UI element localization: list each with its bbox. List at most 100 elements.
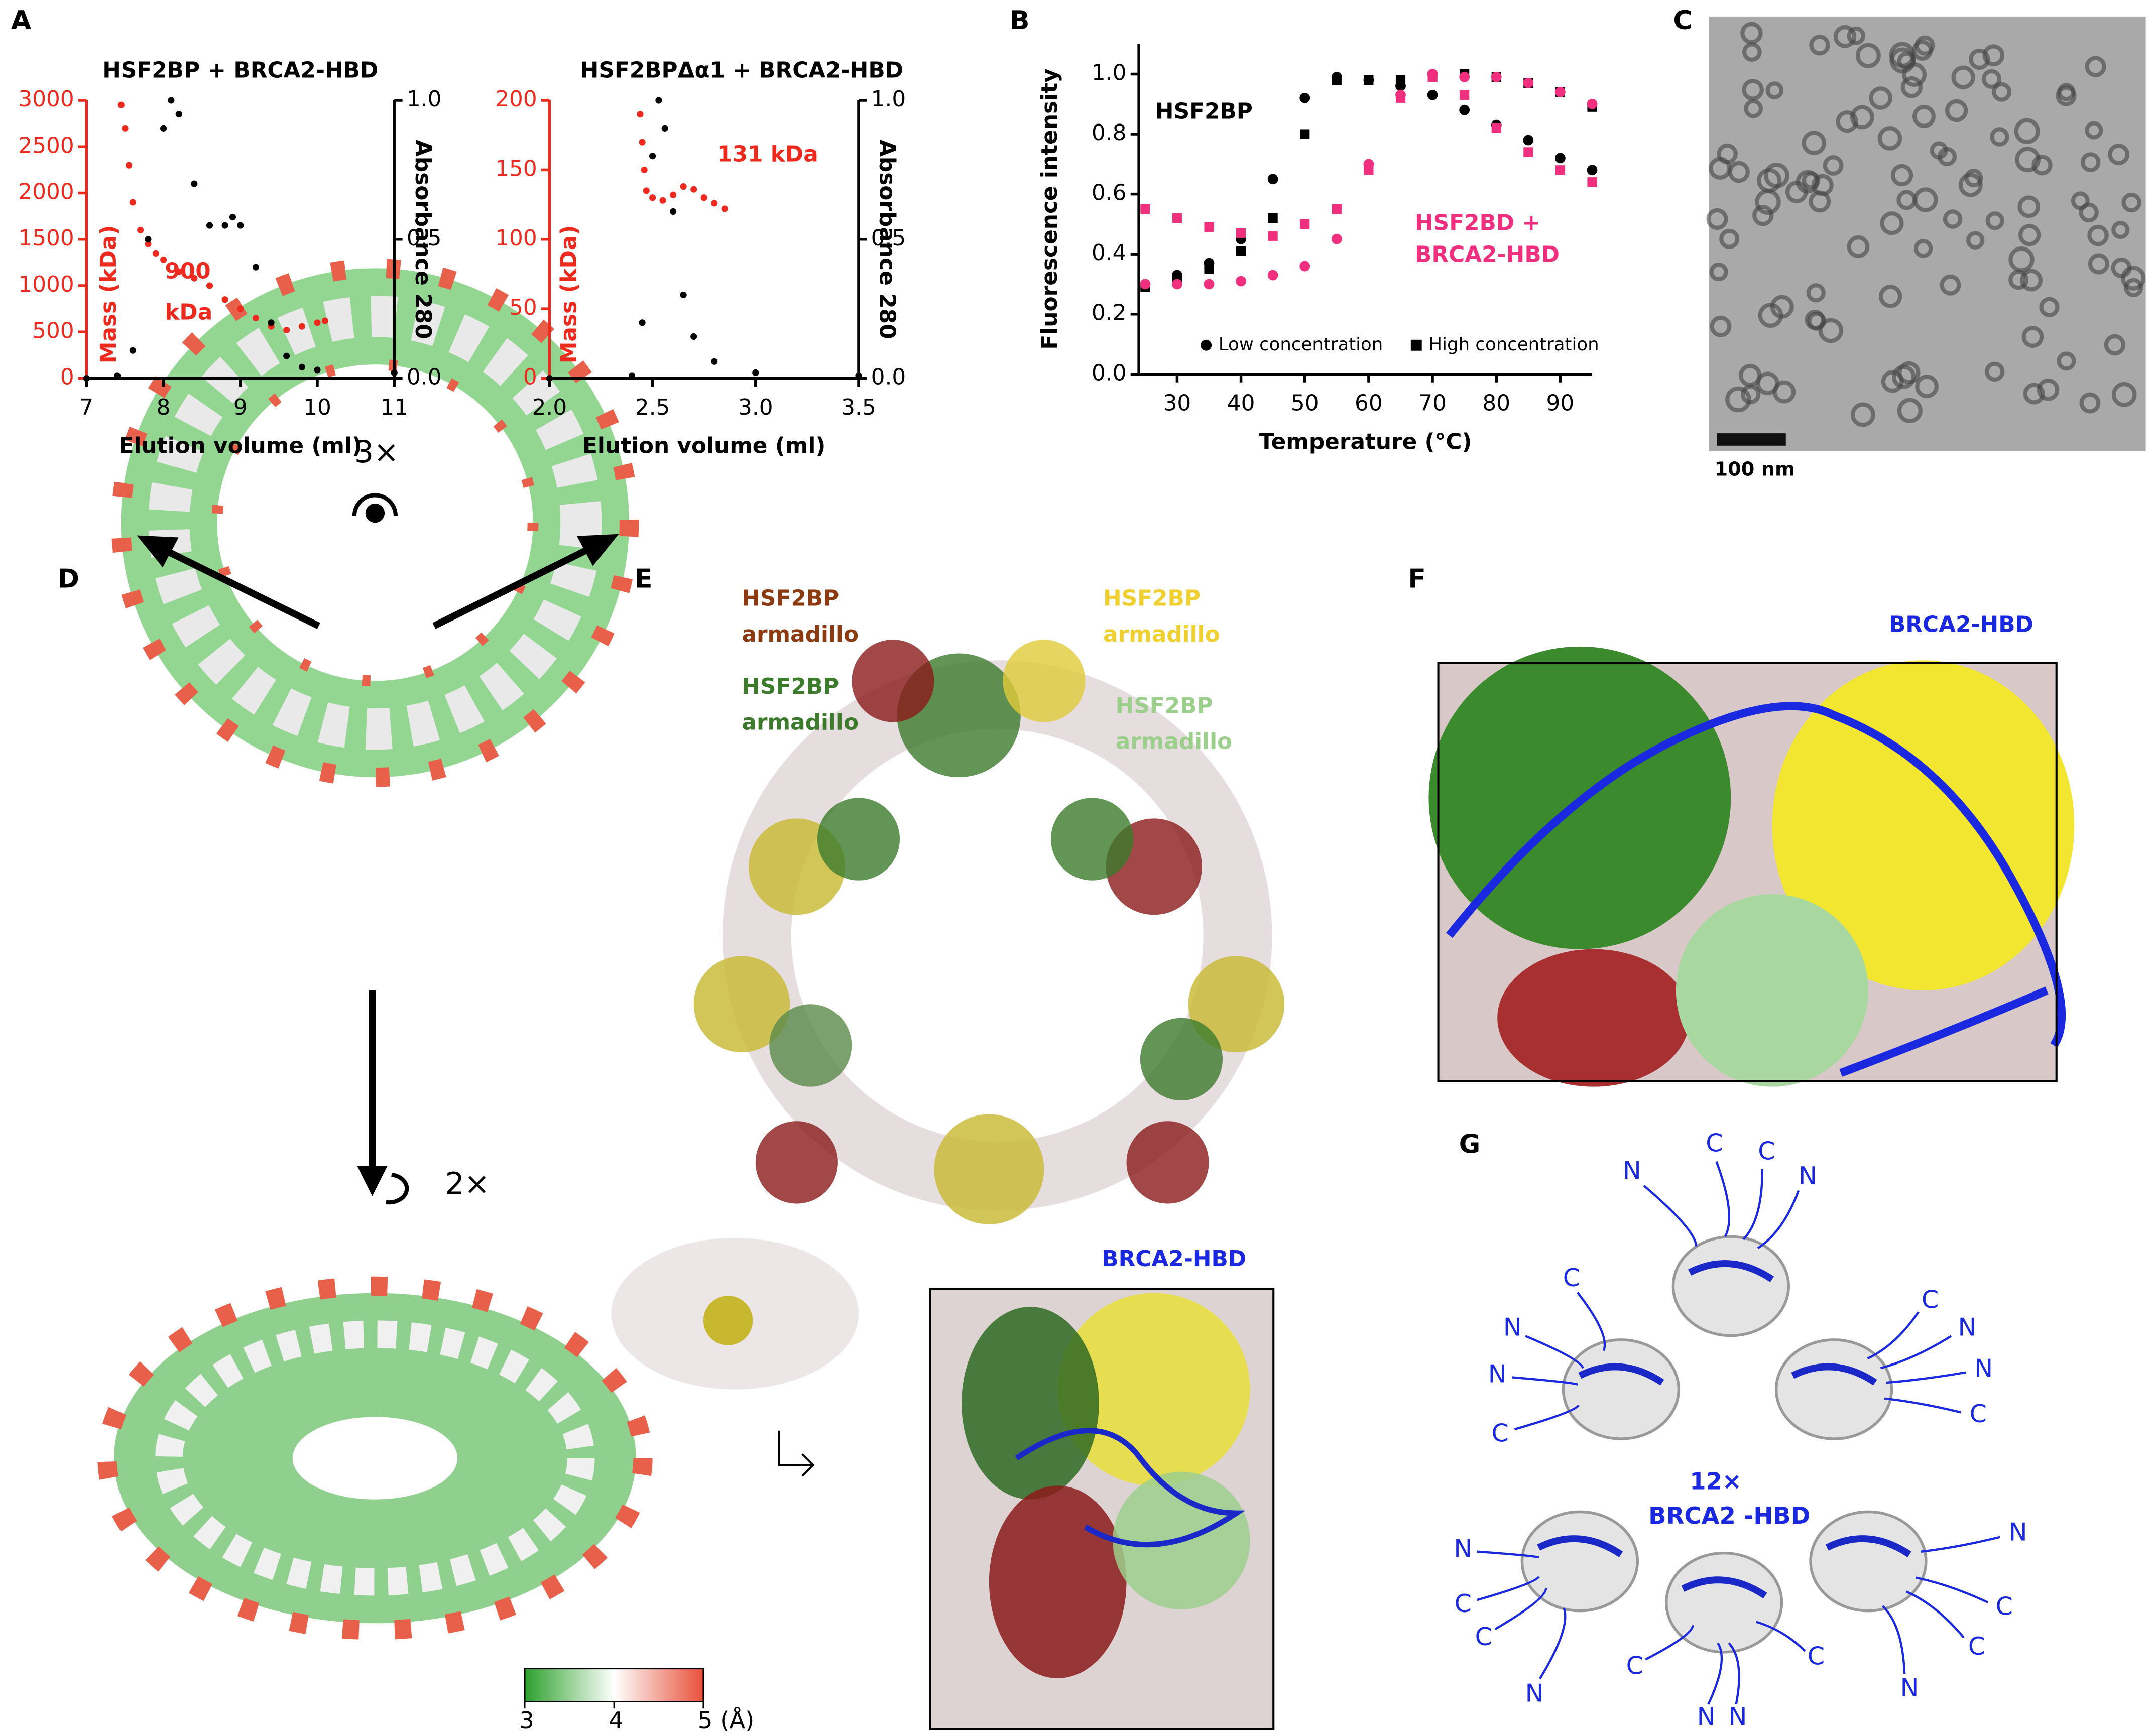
point	[122, 125, 129, 132]
point	[298, 363, 305, 370]
point	[546, 375, 553, 382]
y-axis-label: Mass (kDa)	[96, 225, 122, 363]
e-label: HSF2BP	[742, 586, 839, 611]
particle	[1805, 309, 1826, 330]
terminus-arrow	[1707, 1642, 1723, 1705]
annotation: HSF2BD +	[1415, 210, 1540, 236]
point	[670, 208, 677, 215]
point	[298, 323, 305, 330]
point	[252, 315, 260, 322]
terminus-arrow	[1477, 1550, 1539, 1559]
point	[1459, 72, 1470, 82]
terminus-label: C	[1996, 1592, 2013, 1621]
point	[1299, 261, 1310, 272]
particle	[1764, 163, 1789, 188]
point	[680, 291, 687, 299]
point	[1332, 204, 1342, 214]
terminus-label: C	[1970, 1399, 1987, 1428]
x-tick-label: 2.0	[532, 395, 567, 420]
e-label: HSF2BP	[1103, 586, 1201, 611]
particle	[1990, 127, 2009, 147]
hbd-chain	[1578, 1363, 1664, 1386]
point	[639, 139, 646, 146]
x-tick-label: 30	[1163, 391, 1191, 416]
terminus-label: C	[1455, 1589, 1472, 1618]
particle	[1891, 364, 1916, 389]
point	[1555, 165, 1565, 175]
terminus-label: N	[1958, 1312, 1976, 1341]
terminus-label: C	[1758, 1137, 1775, 1166]
point	[649, 153, 656, 160]
legend-marker	[1201, 339, 1212, 351]
point	[83, 375, 90, 382]
colorbar-tick-label: 5 (Å)	[698, 1707, 754, 1734]
terminus-label: N	[1799, 1161, 1817, 1190]
subunit	[1774, 1338, 1893, 1440]
terminus-arrow	[1886, 1371, 1966, 1384]
x-tick-label: 11	[380, 395, 408, 420]
terminus-label: C	[1491, 1418, 1508, 1447]
point	[1427, 89, 1438, 100]
particle	[1915, 375, 1939, 398]
subunit	[1664, 1551, 1783, 1654]
point	[117, 101, 125, 108]
point	[1204, 264, 1214, 274]
point	[1587, 98, 1598, 109]
particle	[1809, 35, 1830, 56]
point	[1364, 165, 1374, 175]
legend-marker	[1410, 339, 1422, 351]
terminus-label: N	[1623, 1156, 1641, 1185]
particle	[2111, 257, 2132, 278]
particle	[2018, 224, 2041, 246]
terminus-label: C	[1968, 1632, 1985, 1661]
terminus-label: N	[1697, 1702, 1716, 1731]
particle	[1951, 65, 1975, 89]
particle	[1992, 82, 2012, 102]
x-tick-label: 8	[157, 395, 171, 420]
panel-label: D	[58, 564, 79, 594]
particle	[1706, 208, 1728, 230]
particle	[1850, 105, 1874, 130]
particle	[2020, 269, 2043, 292]
particle	[2088, 253, 2109, 275]
particle	[1940, 274, 1961, 296]
point	[268, 319, 275, 326]
particle	[1981, 69, 2002, 89]
point	[221, 296, 228, 303]
point	[1204, 222, 1214, 232]
point	[191, 180, 198, 187]
hbd-chain	[1537, 1535, 1623, 1558]
x-tick-label: 90	[1546, 391, 1575, 416]
particle	[2079, 202, 2099, 223]
x-tick-label: 80	[1482, 391, 1510, 416]
terminus-label: C	[1922, 1285, 1939, 1314]
particle	[1880, 211, 1904, 235]
scale-bar-label: 100 nm	[1714, 458, 1794, 481]
particle	[2085, 121, 2103, 140]
point	[114, 372, 121, 379]
chart: 30 40 50 60 70 80 90 0.0 0.2 0.4 0.6 0.8 1.0 Temperat…	[1037, 44, 1599, 454]
point	[628, 372, 636, 379]
symmetry-axes	[137, 493, 619, 1205]
x-tick-label: 7	[79, 395, 93, 420]
particle	[1765, 81, 1784, 99]
y2-tick-label: 0.0	[871, 364, 906, 390]
y-tick-label: 1000	[18, 272, 74, 297]
point	[1268, 213, 1278, 223]
y2-tick-label: 0.5	[871, 225, 906, 251]
point	[1491, 123, 1501, 133]
point	[160, 256, 167, 263]
annotation: 900	[165, 259, 210, 284]
terminus-label: N	[1454, 1534, 1472, 1563]
y-axis-label: Fluorescence intensity	[1037, 68, 1062, 349]
point	[1523, 147, 1533, 157]
point	[1299, 92, 1310, 103]
symmetry-label: 3×	[354, 435, 399, 470]
x-tick-label: 3.0	[738, 395, 773, 420]
particle	[2008, 246, 2035, 273]
point	[1460, 90, 1470, 100]
particle	[2080, 152, 2101, 172]
